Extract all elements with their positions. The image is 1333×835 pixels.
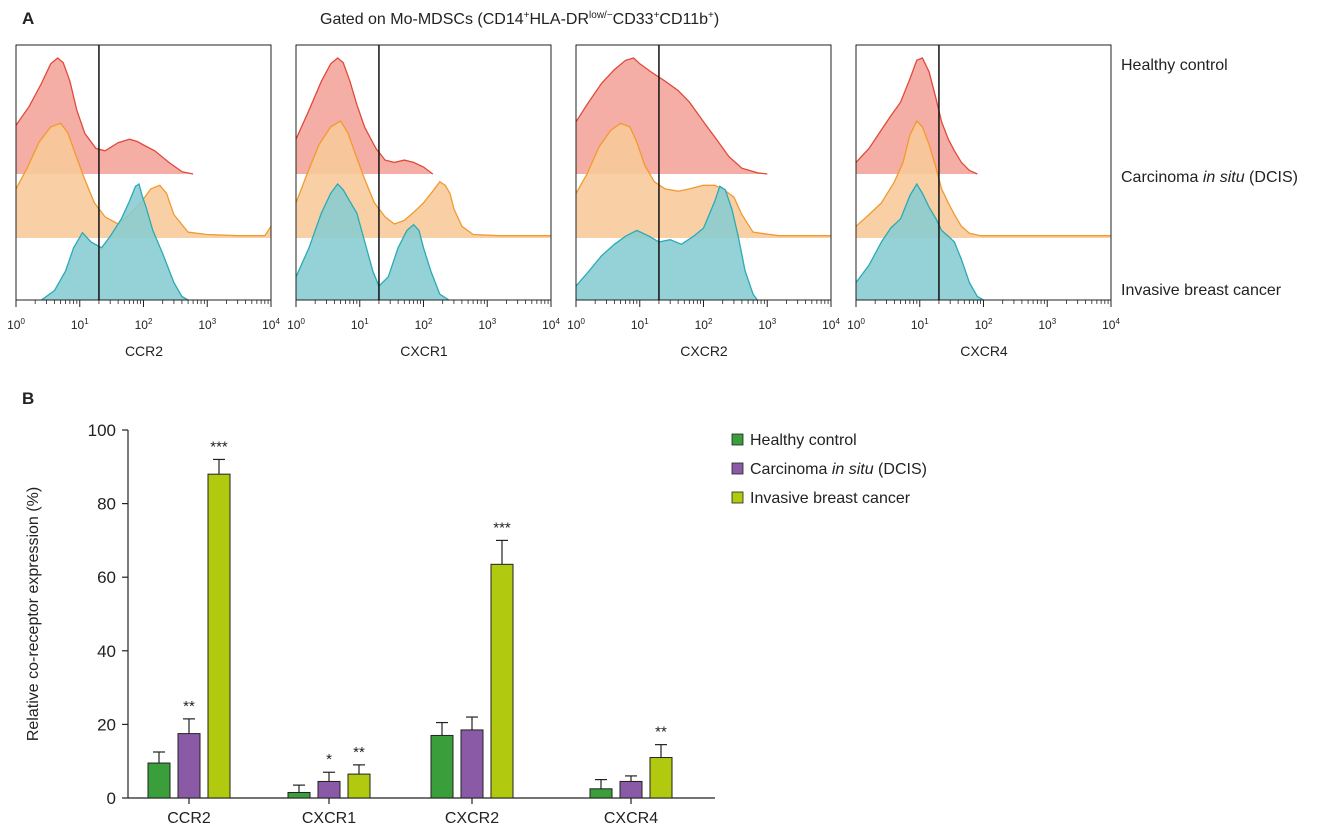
axis-label-ccr2: CCR2 [125,343,163,359]
bar [589,788,613,799]
tick-label: 103 [1038,317,1056,332]
row-label-invasive: Invasive breast cancer [1121,282,1282,299]
tick-label: 103 [758,317,776,332]
tick-label: 104 [822,317,840,332]
tick-label: 101 [351,317,369,332]
axis-label-cxcr4: CXCR4 [960,343,1008,359]
axis-label-cxcr2: CXCR2 [680,343,728,359]
histogram-fill-dcis [16,123,271,238]
histogram-line-healthy [855,57,978,175]
y-tick-label: 60 [97,568,116,587]
tick-label: 103 [478,317,496,332]
panel-b-bar-chart: 0 20 40 60 80 100 Relative co-receptor express… [25,421,927,827]
tick-label: 102 [695,317,713,332]
histogram-line-healthy [575,57,768,175]
bar [347,773,371,799]
histogram-fill-healthy [856,58,978,174]
y-tick-label: 40 [97,642,116,661]
histogram-line-dcis [575,122,831,237]
tick-label: 104 [1102,317,1120,332]
histogram-panel-cxcr1: 100 101 102 103 104 CXCR1 [287,44,560,359]
panel-a-label: A [22,9,34,28]
tick-label: 101 [631,317,649,332]
histogram-line-invasive [41,182,189,301]
y-axis-label: Relative co-receptor expression (%) [25,487,42,741]
x-tick-label: CXCR4 [604,810,658,827]
bar [619,780,643,799]
tick-label: 100 [7,317,25,332]
histogram-fill-dcis [296,121,551,238]
row-label-dcis: Carcinoma in situ (DCIS) [1121,169,1298,186]
significance-label: ** [655,724,667,741]
histogram-line-healthy [15,57,194,175]
legend-swatch [731,491,744,504]
histogram-fill-invasive [296,184,449,300]
tick-label: 101 [911,317,929,332]
histogram-line-invasive [295,182,450,301]
tick-label: 104 [542,317,560,332]
legend-label: Healthy control [750,432,857,449]
y-tick-label: 20 [97,715,116,734]
significance-label: *** [210,438,228,455]
y-tick-label: 80 [97,495,116,514]
bar [460,729,484,799]
gating-title: Gated on Mo-MDSCs (CD14+HLA-DRlow/−CD33+… [320,10,719,28]
x-tick-label: CXCR2 [445,810,499,827]
histogram-line-dcis [295,120,551,237]
x-tick-label: CXCR1 [302,810,356,827]
significance-label: * [326,751,332,768]
significance-label: *** [493,519,511,536]
y-tick-label: 0 [107,789,116,808]
tick-label: 103 [198,317,216,332]
axis-label-cxcr1: CXCR1 [400,343,448,359]
histogram-panel-cxcr2: 100 101 102 103 104 CXCR2 [567,44,840,359]
tick-label: 101 [71,317,89,332]
x-tick-label: CCR2 [167,810,211,827]
legend-swatch [731,433,744,446]
bar [177,733,201,799]
legend-label: Invasive breast cancer [750,490,911,507]
legend-swatch [731,462,744,475]
bar [317,780,341,799]
tick-label: 102 [135,317,153,332]
legend-label: Carcinoma in situ (DCIS) [750,461,927,478]
bar [147,762,171,799]
histogram-fill-invasive [576,186,758,300]
tick-label: 100 [847,317,865,332]
histogram-panel-ccr2: 100 101 102 103 104 CCR2 [7,44,280,359]
bar [430,734,454,799]
tick-label: 102 [415,317,433,332]
row-label-healthy: Healthy control [1121,57,1228,74]
bar [287,791,311,799]
histogram-fill-invasive [41,184,189,300]
significance-label: ** [353,744,365,761]
bar [649,757,673,799]
histogram-fill-invasive [856,184,984,300]
histogram-panel-cxcr4: 100 101 102 103 104 CXCR4 [847,44,1120,359]
histogram-line-healthy [295,57,434,175]
panel-b-label: B [22,389,34,408]
tick-label: 102 [975,317,993,332]
y-tick-label: 100 [88,421,116,440]
significance-label: ** [183,698,195,715]
tick-label: 100 [287,317,305,332]
bar [490,563,514,799]
bar [207,473,231,799]
tick-label: 104 [262,317,280,332]
tick-label: 100 [567,317,585,332]
histogram-line-invasive [855,182,984,301]
histogram-line-invasive [575,185,758,301]
